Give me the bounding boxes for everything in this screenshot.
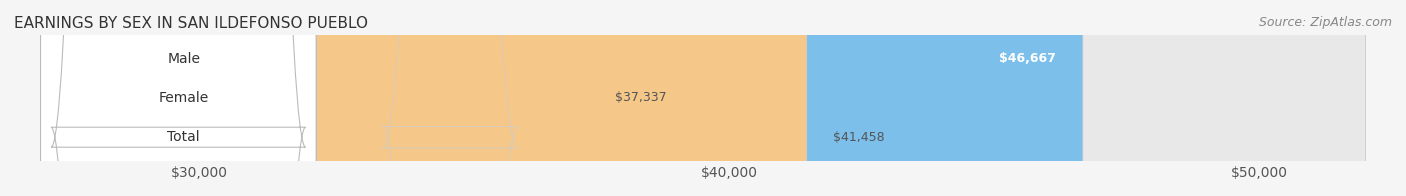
FancyBboxPatch shape	[41, 0, 316, 196]
Text: EARNINGS BY SEX IN SAN ILDEFONSO PUEBLO: EARNINGS BY SEX IN SAN ILDEFONSO PUEBLO	[14, 16, 368, 31]
Text: Total: Total	[167, 130, 200, 144]
FancyBboxPatch shape	[94, 0, 807, 196]
Text: $41,458: $41,458	[834, 131, 884, 144]
FancyBboxPatch shape	[94, 0, 1365, 196]
Text: $37,337: $37,337	[614, 92, 666, 104]
FancyBboxPatch shape	[94, 0, 588, 196]
Text: Male: Male	[167, 52, 200, 66]
Text: Source: ZipAtlas.com: Source: ZipAtlas.com	[1258, 16, 1392, 29]
Text: Female: Female	[159, 91, 208, 105]
FancyBboxPatch shape	[94, 0, 1365, 196]
FancyBboxPatch shape	[94, 0, 1365, 196]
Text: $46,667: $46,667	[1000, 52, 1056, 65]
FancyBboxPatch shape	[94, 0, 1083, 196]
FancyBboxPatch shape	[41, 0, 316, 196]
FancyBboxPatch shape	[41, 0, 316, 196]
